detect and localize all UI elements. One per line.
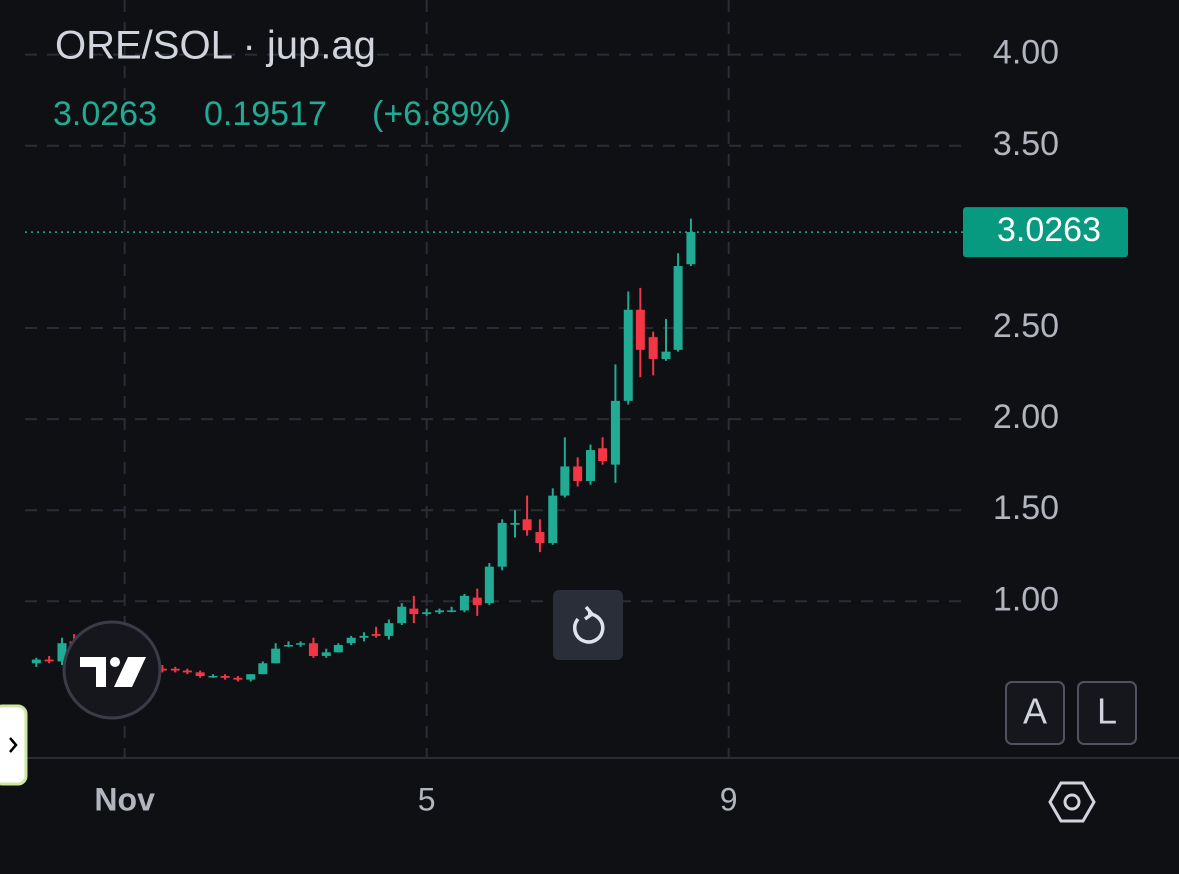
candle-body xyxy=(57,643,67,662)
candle-body xyxy=(308,643,318,656)
x-tick-label: 5 xyxy=(418,781,436,817)
last-price: 3.0263 xyxy=(53,95,157,133)
candle-body xyxy=(397,606,407,624)
scale-button-a[interactable]: A xyxy=(1005,681,1065,745)
x-tick-label: Nov xyxy=(94,781,155,817)
candle-body xyxy=(522,519,532,531)
candle-body xyxy=(296,643,306,645)
candle-body xyxy=(548,495,558,543)
candle-body xyxy=(623,309,633,401)
change: 0.19517 xyxy=(204,95,327,133)
y-tick-label: 3.50 xyxy=(993,125,1059,163)
candle-body xyxy=(271,648,281,664)
candle-body xyxy=(409,608,419,615)
candle-body xyxy=(359,635,369,638)
y-tick-label: 2.00 xyxy=(993,398,1059,436)
candle-body xyxy=(157,668,167,671)
button-label[interactable]: A xyxy=(1023,691,1047,732)
scale-button-l[interactable]: L xyxy=(1077,681,1137,745)
candle-body xyxy=(673,266,683,350)
chart-title: ORE/SOL · jup.ag xyxy=(55,24,376,68)
candle-body xyxy=(435,610,445,613)
candle-body xyxy=(246,674,256,680)
settings-icon[interactable] xyxy=(1048,781,1096,823)
candle-body xyxy=(686,232,696,265)
y-tick-label: 4.00 xyxy=(993,34,1059,72)
y-tick-label: 1.50 xyxy=(993,489,1059,527)
candle-body xyxy=(560,466,570,496)
side-handle[interactable] xyxy=(0,704,28,786)
candle-body xyxy=(44,659,54,662)
candle-body xyxy=(573,466,583,482)
candle-body xyxy=(484,566,494,604)
candle-body xyxy=(346,637,356,644)
candle-body xyxy=(195,672,205,677)
candle-body xyxy=(422,612,432,615)
candle-body xyxy=(220,676,230,678)
grid xyxy=(25,0,965,758)
y-tick-label: 1.00 xyxy=(993,580,1059,618)
candle-body xyxy=(31,659,41,664)
candle-body xyxy=(284,645,294,647)
candle-body xyxy=(586,450,596,482)
candle-body xyxy=(447,610,457,612)
candles xyxy=(25,218,965,682)
last-price-label: 3.0263 xyxy=(997,211,1101,249)
candle-body xyxy=(497,522,507,567)
change-percent: (+6.89%) xyxy=(372,95,511,133)
candle-body xyxy=(610,400,620,465)
candle-body xyxy=(648,337,658,359)
candle-body xyxy=(258,663,268,675)
button-label[interactable]: L xyxy=(1097,691,1117,732)
candle-body xyxy=(233,677,243,680)
x-tick-label: 9 xyxy=(720,781,738,817)
candle-body xyxy=(321,652,331,656)
labels: 1.00 1.50 2.00 2.50 3.50 4.00 Nov 5 9 3.0263 xyxy=(94,34,1128,817)
candle-body xyxy=(598,448,608,461)
reset-button[interactable] xyxy=(553,590,623,660)
candle-body xyxy=(635,309,645,350)
candle-body xyxy=(535,532,545,543)
candle-body xyxy=(182,670,192,673)
candle-body xyxy=(472,597,482,605)
candle-body xyxy=(208,676,218,678)
y-tick-label: 2.50 xyxy=(993,307,1059,345)
candle-body xyxy=(170,668,180,671)
candle-body xyxy=(459,595,469,611)
candle-body xyxy=(333,645,343,653)
candle-body xyxy=(384,623,394,636)
candle-body xyxy=(371,634,381,636)
logo xyxy=(62,620,162,720)
candle-body xyxy=(661,351,671,359)
candle-body xyxy=(510,522,520,525)
last-price-box xyxy=(963,207,1128,258)
